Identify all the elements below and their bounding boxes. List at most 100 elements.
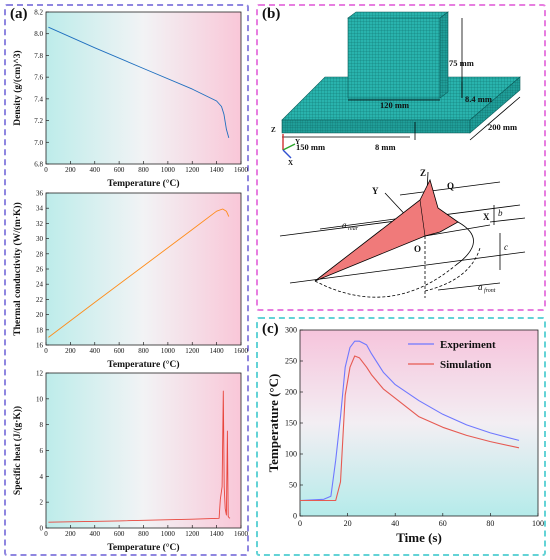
hs-b: b bbox=[498, 208, 503, 218]
conductivity-x-axis-label: Temperature (°C) bbox=[107, 359, 179, 370]
triad-z: Z bbox=[271, 126, 276, 134]
density-xtick-label-5: 1000 bbox=[161, 166, 176, 174]
dim-line-200 bbox=[469, 96, 521, 141]
density-xtick-label-6: 1200 bbox=[185, 166, 200, 174]
legend-experiment-label: Experiment bbox=[440, 339, 496, 351]
density-plot-background bbox=[46, 12, 241, 164]
specific-heat-ytick-label-3: 6 bbox=[40, 447, 44, 455]
temp-time-ytick-label-0: 0 bbox=[293, 512, 297, 521]
density-series-line bbox=[48, 26, 230, 139]
specific-heat-ytick-label-6: 12 bbox=[36, 370, 44, 378]
conductivity-ytick-label-6: 28 bbox=[36, 250, 44, 258]
dim-label-75: 75 mm bbox=[449, 58, 474, 68]
temp-time-y-axis-label: Temperature (°C) bbox=[266, 374, 281, 473]
hs-q: Q bbox=[447, 181, 454, 191]
specific-heat-xtick-label-1: 200 bbox=[65, 530, 76, 538]
temp-time-xtick-label-5: 100 bbox=[532, 519, 544, 528]
dim-label-120: 120 mm bbox=[380, 100, 409, 110]
density-xtick-label-0: 0 bbox=[44, 166, 48, 174]
conductivity-xtick-label-5: 1000 bbox=[161, 347, 176, 355]
temp-time-ytick-label-2: 100 bbox=[285, 450, 297, 459]
depth-arc bbox=[314, 264, 457, 298]
panel-a: (a) bbox=[4, 4, 249, 556]
density-chart: 0 200 400 600 800 1000 1200 1400 1600 6.8 7.0 7.2 7.… bbox=[12, 9, 249, 190]
conductivity-ytick-label-5: 26 bbox=[36, 266, 44, 274]
density-ytick-label-2: 7.2 bbox=[34, 117, 43, 125]
conductivity-series-line bbox=[48, 208, 230, 338]
specific-heat-chart: 0 200 400 600 800 1000 1200 1400 1600 0 2 4 6 8 10 12 Te… bbox=[12, 370, 249, 554]
dim-label-200: 200 mm bbox=[488, 122, 517, 132]
hs-z: Z bbox=[420, 168, 426, 178]
hs-arear: a bbox=[342, 220, 347, 230]
temp-time-ytick-label-3: 150 bbox=[285, 419, 297, 428]
temp-time-ytick-label-5: 250 bbox=[285, 357, 297, 366]
panel-c-label: (c) bbox=[262, 321, 279, 337]
conductivity-xtick-label-8: 1600 bbox=[234, 347, 249, 355]
specific-heat-xtick-label-8: 1600 bbox=[234, 530, 249, 538]
hs-arear-sub: rear bbox=[348, 226, 359, 232]
density-ytick-label-1: 7.0 bbox=[34, 139, 43, 147]
conductivity-ytick-label-9: 34 bbox=[36, 205, 44, 213]
specific-heat-xtick-label-5: 1000 bbox=[161, 530, 176, 538]
temperature-time-chart: 0 20 40 60 80 100 0 50 100 150 200 250 300 Time (s) Te… bbox=[266, 326, 544, 546]
conductivity-chart: 0 200 400 600 800 1000 1200 1400 1600 16 18 20 22 24 2… bbox=[12, 190, 249, 371]
temp-time-xtick-label-3: 60 bbox=[439, 519, 447, 528]
conductivity-ytick-label-0: 16 bbox=[36, 342, 44, 350]
density-xtick-label-2: 400 bbox=[90, 166, 101, 174]
coordinate-triad: Z Y X bbox=[271, 126, 300, 167]
density-ytick-label-4: 7.6 bbox=[34, 74, 43, 82]
density-ytick-label-5: 7.8 bbox=[34, 52, 43, 60]
conductivity-ytick-label-7: 30 bbox=[36, 235, 44, 243]
temp-time-simulation-line bbox=[300, 355, 520, 502]
temp-time-xtick-label-1: 20 bbox=[344, 519, 352, 528]
conductivity-ytick-label-3: 22 bbox=[36, 296, 44, 304]
hs-x: X bbox=[483, 212, 490, 222]
panel-b: (b) bbox=[256, 4, 546, 311]
heat-source-schematic bbox=[279, 171, 526, 298]
heat-flux-edge bbox=[419, 199, 426, 237]
conductivity-xtick-label-0: 0 bbox=[44, 347, 48, 355]
conductivity-ytick-label-8: 32 bbox=[36, 220, 44, 228]
specific-heat-xtick-label-7: 1400 bbox=[210, 530, 225, 538]
temp-time-xtick-label-4: 80 bbox=[486, 519, 494, 528]
hs-y: Y bbox=[372, 186, 379, 196]
conductivity-ytick-label-4: 24 bbox=[36, 281, 44, 289]
hs-afront-sub: front bbox=[484, 287, 496, 294]
conductivity-ytick-label-1: 18 bbox=[36, 326, 44, 334]
temp-time-plot-background bbox=[300, 330, 538, 516]
specific-heat-ytick-label-0: 0 bbox=[40, 525, 44, 533]
conductivity-xtick-label-6: 1200 bbox=[185, 347, 200, 355]
temp-time-xtick-label-0: 0 bbox=[298, 519, 302, 528]
mesh-model: 75 mm 120 mm 8.4 mm 200 mm 150 mm 8 mm Z… bbox=[271, 11, 521, 167]
temp-time-experiment-line bbox=[299, 340, 520, 502]
temp-time-xtick-label-2: 40 bbox=[391, 519, 399, 528]
conductivity-xtick-label-7: 1400 bbox=[210, 347, 225, 355]
conductivity-xtick-label-1: 200 bbox=[65, 347, 76, 355]
density-xtick-label-1: 200 bbox=[65, 166, 76, 174]
base-plate-side bbox=[469, 76, 521, 134]
specific-heat-series-line bbox=[48, 390, 231, 523]
wall-side bbox=[439, 11, 449, 99]
front-arc bbox=[455, 221, 474, 266]
wall-top bbox=[347, 11, 449, 19]
hs-c: c bbox=[504, 242, 508, 252]
hs-afront: a bbox=[478, 282, 483, 292]
dim-label-84: 8.4 mm bbox=[465, 94, 492, 104]
specific-heat-ytick-label-5: 10 bbox=[36, 395, 44, 403]
specific-heat-ytick-label-1: 2 bbox=[40, 499, 44, 507]
dim-label-150: 150 mm bbox=[296, 142, 325, 152]
front-depth-arc bbox=[424, 247, 481, 292]
panel-c: (c) bbox=[256, 317, 546, 556]
wall-front bbox=[347, 17, 441, 99]
plane-line-4 bbox=[399, 181, 501, 196]
heat-source-labels: Z Q Y X O b c a rear a front bbox=[342, 168, 508, 294]
specific-heat-xtick-label-6: 1200 bbox=[185, 530, 200, 538]
specific-heat-ytick-label-2: 4 bbox=[40, 473, 44, 481]
dim-label-8: 8 mm bbox=[375, 142, 396, 152]
plane-line-2 bbox=[289, 251, 526, 284]
legend-simulation-label: Simulation bbox=[440, 359, 491, 371]
specific-heat-y-axis-label: Specific heat (J/(g·K)) bbox=[12, 406, 23, 495]
specific-heat-ytick-label-4: 8 bbox=[40, 421, 44, 429]
density-ytick-label-3: 7.4 bbox=[34, 95, 43, 103]
